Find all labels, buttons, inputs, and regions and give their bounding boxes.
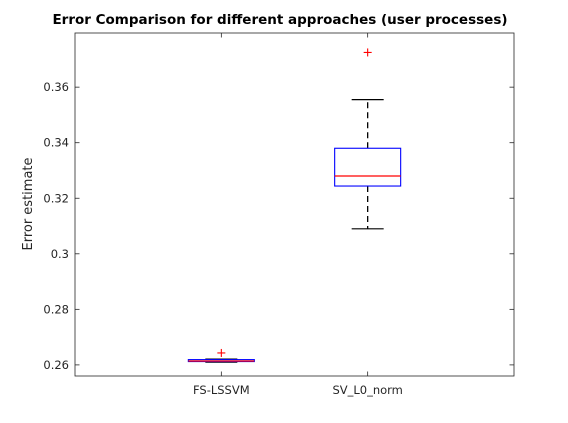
y-tick-label: 0.36	[43, 80, 69, 94]
x-tick-label: SV_L0_norm	[332, 383, 402, 397]
y-tick-label: 0.3	[51, 247, 69, 261]
y-axis-label: Error estimate	[21, 157, 36, 250]
x-tick-label: FS-LSSVM	[193, 383, 250, 397]
y-tick-label: 0.32	[43, 191, 69, 205]
y-tick-label: 0.34	[43, 136, 69, 150]
iqr-box	[334, 147, 402, 187]
plot-area: 0.26 0.28 0.3 0.32 0.34 0.36 FS-LSSVM SV_L0_nor…	[43, 32, 515, 397]
axes-frame	[74, 32, 515, 377]
y-tick-label: 0.26	[43, 358, 69, 372]
chart-title: Error Comparison for different approache…	[52, 12, 507, 28]
y-tick-label: 0.28	[43, 302, 69, 316]
